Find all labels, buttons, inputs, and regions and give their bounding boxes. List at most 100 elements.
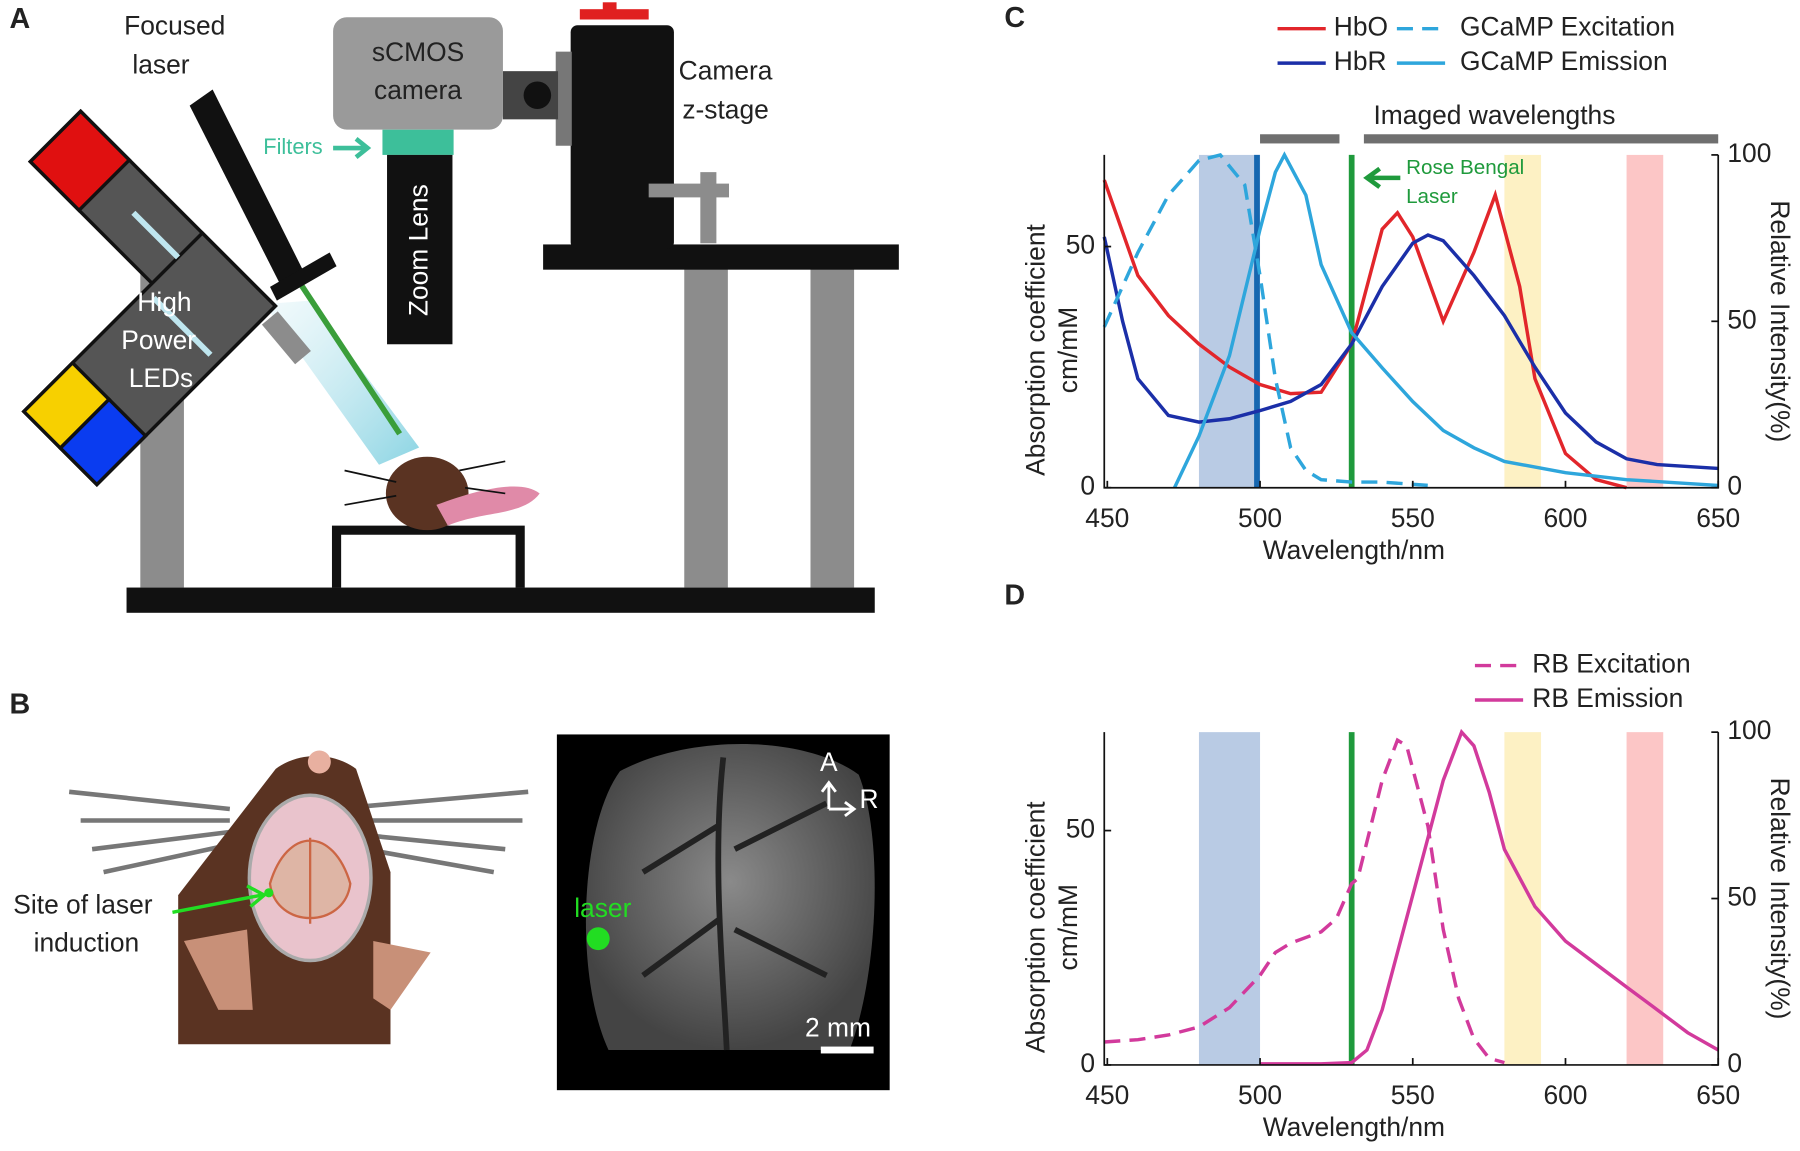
label: laser xyxy=(574,893,631,923)
mount xyxy=(555,51,572,146)
vessels xyxy=(641,757,828,1051)
y-axis-label: Absorption coefficient xyxy=(1021,223,1051,475)
y-tick-label: 50 xyxy=(1066,230,1095,260)
label: R xyxy=(859,784,878,814)
legend-label: HbR xyxy=(1334,46,1387,76)
panel-label: D xyxy=(1004,579,1025,611)
x-tick-label: 600 xyxy=(1543,1080,1587,1110)
y2-tick-label: 100 xyxy=(1727,715,1771,745)
arrow xyxy=(333,137,372,160)
annotation: Rose Bengal xyxy=(1406,156,1524,179)
z-stage xyxy=(570,25,674,250)
post xyxy=(684,266,728,588)
label: z-stage xyxy=(682,94,769,124)
post xyxy=(810,266,855,588)
label: Power xyxy=(121,325,196,355)
zoom-lens xyxy=(387,154,453,345)
y2-tick-label: 0 xyxy=(1727,471,1742,501)
y-tick-label: 0 xyxy=(1080,1048,1095,1078)
x-tick-label: 500 xyxy=(1238,503,1282,533)
x-tick-label: 550 xyxy=(1391,1080,1435,1110)
x-tick-label: 500 xyxy=(1238,1080,1282,1110)
y-tick-label: 0 xyxy=(1080,471,1095,501)
label: Focused xyxy=(124,11,225,41)
band xyxy=(1198,732,1261,1065)
label: A xyxy=(820,747,838,777)
legend-label: GCaMP Emission xyxy=(1460,46,1668,76)
label: LEDs xyxy=(129,363,194,393)
label: camera xyxy=(374,75,462,105)
brain-image xyxy=(585,744,875,1051)
laser xyxy=(269,252,337,301)
label: induction xyxy=(34,927,140,957)
panel-a: A sCMOS camera Zoom Lens Filters Focused… xyxy=(9,2,899,613)
series-line xyxy=(1259,728,1720,1066)
label: Camera xyxy=(679,55,773,85)
y2-axis-label: Relative Intensity(%) xyxy=(1765,778,1795,1020)
y-axis-label: Absorption coefficient xyxy=(1021,801,1051,1053)
series-line xyxy=(1104,737,1505,1065)
stand xyxy=(331,525,525,588)
knob xyxy=(579,9,649,20)
y-axis-label: cm/mM xyxy=(1053,884,1083,970)
series-line xyxy=(1102,233,1719,471)
range-bar xyxy=(1260,134,1340,144)
label: High xyxy=(137,287,191,317)
y-tick-label: 50 xyxy=(1066,814,1095,844)
paws xyxy=(183,929,431,1010)
range-label: Imaged wavelengths xyxy=(1373,100,1615,130)
y2-tick-label: 100 xyxy=(1727,138,1771,168)
x-axis-label: Wavelength/nm xyxy=(1263,535,1445,565)
mount xyxy=(523,81,552,110)
filter xyxy=(382,129,454,155)
arrow xyxy=(172,884,268,914)
brain xyxy=(268,837,352,924)
label: laser xyxy=(132,50,189,80)
band xyxy=(1504,732,1542,1065)
legend-label: GCaMP Excitation xyxy=(1460,12,1675,42)
x-tick-label: 450 xyxy=(1085,503,1129,533)
series-line xyxy=(1172,151,1719,489)
knob xyxy=(602,2,617,12)
laser-beam xyxy=(298,283,403,436)
label: Site of laser xyxy=(13,890,152,920)
x-tick-label: 550 xyxy=(1391,503,1435,533)
compass xyxy=(820,780,857,818)
label: Filters xyxy=(263,134,322,159)
x-tick-label: 650 xyxy=(1696,503,1740,533)
band xyxy=(1198,154,1261,488)
x-tick-label: 600 xyxy=(1543,503,1587,533)
x-axis-label: Wavelength/nm xyxy=(1263,1112,1445,1142)
band xyxy=(1626,154,1664,488)
clamp xyxy=(700,172,717,244)
panel-label: A xyxy=(9,3,30,35)
annotation-arrow xyxy=(1363,166,1401,189)
panel-label: C xyxy=(1004,2,1025,34)
clamp xyxy=(648,183,730,198)
whiskers xyxy=(68,789,529,875)
y2-axis-label: Relative Intensity(%) xyxy=(1765,200,1795,442)
range-bar xyxy=(1363,134,1719,144)
lens xyxy=(261,311,311,365)
y2-tick-label: 50 xyxy=(1727,882,1756,912)
x-tick-label: 450 xyxy=(1085,1080,1129,1110)
whiskers xyxy=(344,460,506,506)
label: sCMOS xyxy=(372,37,464,67)
panel-b: B Site of laser induction laser A R 2 mm xyxy=(9,688,890,1091)
annotation: Laser xyxy=(1406,185,1458,208)
legend-label: RB Excitation xyxy=(1532,649,1690,679)
panel-label: B xyxy=(9,688,30,720)
series-line xyxy=(1102,179,1627,490)
base xyxy=(126,587,875,613)
y2-tick-label: 0 xyxy=(1727,1048,1742,1078)
y-axis-label: cm/mM xyxy=(1053,307,1083,393)
laser xyxy=(189,89,305,287)
x-tick-label: 650 xyxy=(1696,1080,1740,1110)
nose xyxy=(307,750,331,774)
legend-label: RB Emission xyxy=(1532,683,1683,713)
label: 2 mm xyxy=(805,1012,871,1042)
legend-label: HbO xyxy=(1334,12,1388,42)
band xyxy=(1626,732,1664,1065)
